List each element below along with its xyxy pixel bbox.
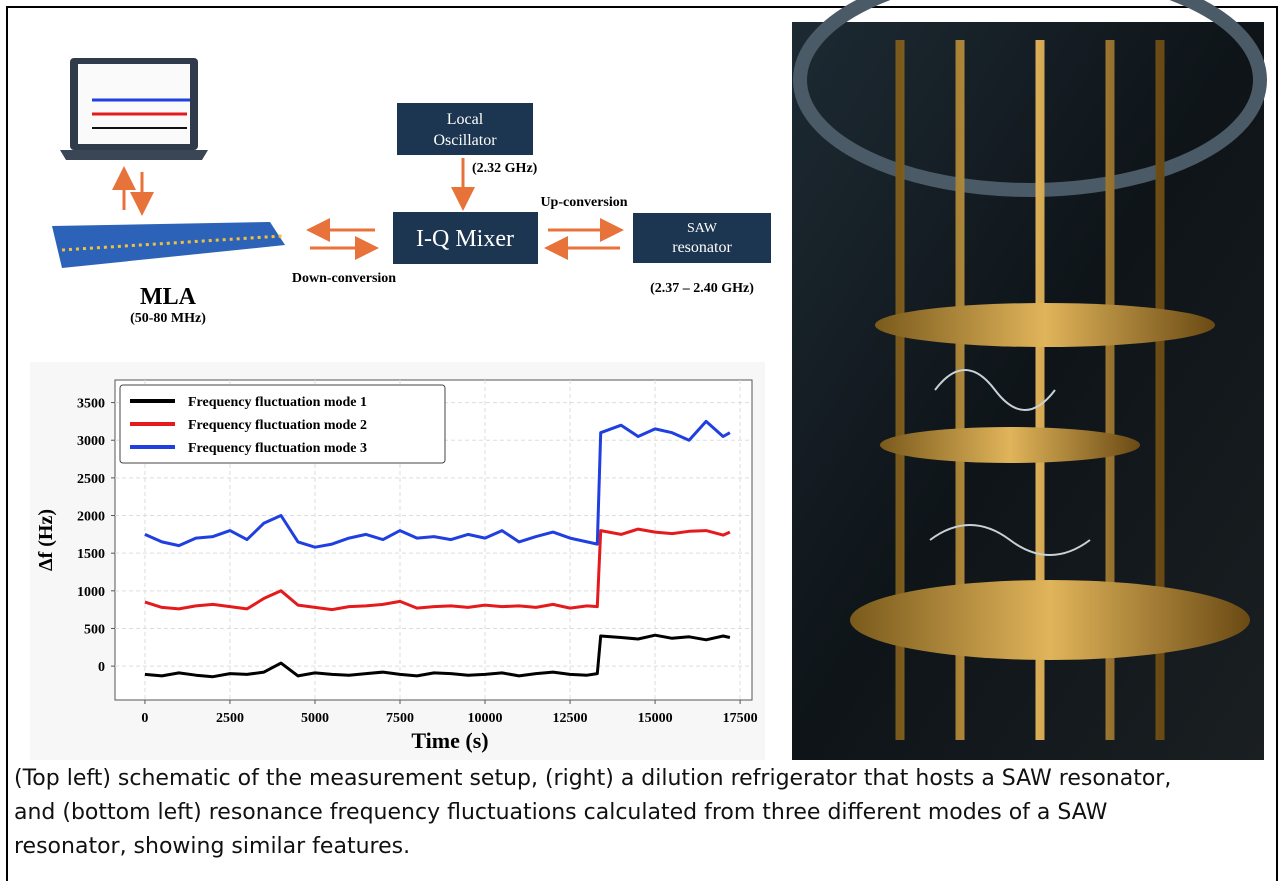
photo-rods — [895, 40, 1165, 740]
saw-box — [633, 213, 771, 263]
series-line — [144, 419, 731, 549]
y-tick-label: 2000 — [77, 510, 105, 525]
saw-label: resonator — [672, 239, 732, 256]
photo-can — [793, 0, 1267, 197]
x-tick-label: 10000 — [468, 711, 503, 726]
chart: 0 500 1000 1500 2000 2500 3000 3500 0 2500 5000 750… — [77, 380, 758, 726]
figure-frame — [6, 6, 1278, 881]
mla-frequency: (50-80 MHz) — [130, 311, 206, 326]
y-tick-label: 1500 — [77, 547, 105, 562]
mla-ports — [61, 234, 283, 252]
x-tick-label: 2500 — [216, 711, 244, 726]
mixer-label: I-Q Mixer — [416, 226, 514, 252]
y-tick-label: 3500 — [77, 397, 105, 412]
lo-label: Oscillator — [433, 132, 497, 149]
photo-plate — [850, 580, 1250, 660]
series-line — [144, 527, 731, 612]
y-axis-label: Δf (Hz) — [35, 509, 57, 571]
mla-label: MLA — [140, 284, 197, 310]
x-tick-label: 15000 — [638, 711, 673, 726]
y-tick-label: 1000 — [77, 585, 105, 600]
x-tick-label: 0 — [141, 711, 148, 726]
photo-plate — [875, 303, 1215, 347]
y-tick-label: 500 — [84, 622, 105, 637]
x-tick-label: 7500 — [386, 711, 414, 726]
saw-frequency: (2.37 – 2.40 GHz) — [650, 281, 754, 296]
x-tick-label: 17500 — [723, 711, 758, 726]
laptop-plot-blue — [92, 98, 190, 102]
saw-label: SAW — [687, 221, 718, 236]
x-tick-label: 12500 — [553, 711, 588, 726]
figure: MLA (50-80 MHz) Down-conversion Local Os… — [35, 0, 1267, 760]
mixer-box — [393, 212, 538, 264]
down-conversion: Down-conversion — [292, 271, 396, 286]
x-axis-label: Time (s) — [411, 728, 488, 753]
laptop-display — [78, 64, 190, 144]
legend-label: Frequency fluctuation mode 3 — [188, 441, 367, 456]
laptop-base — [60, 150, 208, 160]
lo-box — [397, 103, 533, 155]
y-tick-label: 3000 — [77, 434, 105, 449]
photo-plate — [880, 427, 1140, 463]
up-conversion: Up-conversion — [540, 195, 627, 210]
legend-label: Frequency fluctuation mode 2 — [188, 418, 367, 433]
lo-frequency: (2.32 GHz) — [472, 161, 538, 176]
x-tick-label: 5000 — [301, 711, 329, 726]
photo — [792, 0, 1267, 760]
caption: (Top left) schematic of the measurement … — [14, 766, 1172, 859]
y-tick-label: 2500 — [77, 472, 105, 487]
mla-device — [52, 222, 285, 268]
legend-box — [119, 384, 446, 464]
photo-cables — [929, 369, 1091, 556]
lo-label: Local — [447, 111, 484, 128]
series-line — [144, 633, 731, 679]
legend-label: Frequency fluctuation mode 1 — [188, 395, 367, 410]
y-tick-label: 0 — [98, 660, 105, 675]
schematic: MLA (50-80 MHz) Down-conversion Local Os… — [52, 58, 771, 326]
